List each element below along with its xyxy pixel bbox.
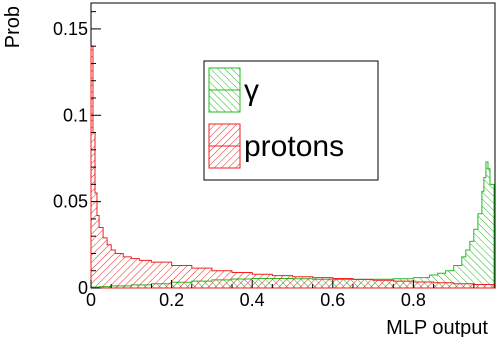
legend-label-protons: protons (244, 130, 344, 163)
y-tick-label: 0.1 (63, 105, 88, 125)
x-axis-label: MLP output (386, 317, 488, 337)
x-tick-label: 0.8 (401, 290, 426, 310)
x-tick-label: 0.2 (159, 290, 184, 310)
y-tick-label: 0 (78, 278, 88, 298)
x-tick-label: 0.4 (240, 290, 265, 310)
y-tick-label: 0.05 (53, 192, 88, 212)
y-tick-label: 0.15 (53, 19, 88, 39)
x-tick-label: 0 (86, 290, 96, 310)
y-axis-label: Prob (2, 6, 24, 48)
x-tick-label: 0.6 (320, 290, 345, 310)
legend-label-gamma: γ (244, 74, 259, 107)
